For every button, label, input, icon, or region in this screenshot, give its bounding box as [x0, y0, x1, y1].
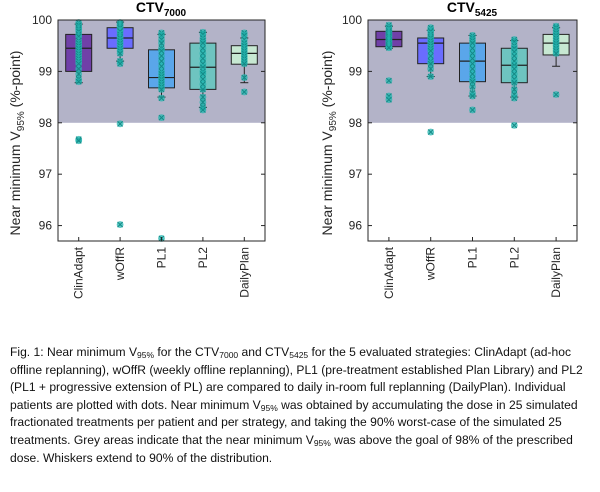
- data-point: [510, 85, 518, 93]
- y-tick-label: 96: [349, 219, 363, 233]
- data-point: [427, 128, 435, 136]
- data-point: [510, 79, 518, 87]
- y-tick-label: 100: [32, 13, 52, 27]
- figure: CTV7000 96 97 98 99 100 ClinAdapt wOffR PL1 PL2 D…: [7, 0, 578, 299]
- data-point: [427, 47, 435, 55]
- data-point: [158, 62, 165, 70]
- x-tick-label: PL2: [507, 247, 521, 269]
- data-point: [116, 120, 124, 128]
- data-point: [158, 114, 165, 122]
- data-point: [158, 94, 165, 102]
- data-point: [552, 50, 560, 57]
- x-tick-label: PL1: [155, 247, 169, 269]
- data-point: [469, 83, 476, 91]
- y-tick-label: 97: [39, 167, 53, 181]
- data-point: [75, 65, 83, 73]
- data-point: [116, 50, 124, 57]
- data-point: [199, 75, 207, 83]
- data-point: [469, 55, 476, 62]
- data-point: [510, 94, 518, 102]
- data-point: [199, 70, 207, 78]
- data-point: [199, 44, 207, 52]
- x-tick-label: ClinAdapt: [72, 246, 86, 299]
- y-axis-label: Near minimum V95% (%-point): [7, 51, 27, 236]
- data-point: [158, 57, 165, 65]
- data-point: [510, 65, 518, 73]
- data-point: [469, 78, 476, 86]
- y-tick-label: 100: [342, 13, 362, 27]
- data-point: [427, 52, 435, 60]
- data-point: [75, 137, 83, 145]
- data-point: [158, 85, 165, 93]
- figure-caption: Fig. 1: Near minimum V95% for the CTV700…: [10, 345, 583, 465]
- data-point: [199, 55, 207, 62]
- x-tick-label: wOffR: [113, 247, 127, 281]
- data-point: [240, 60, 248, 68]
- x-tick-label: PL1: [466, 247, 480, 269]
- data-point: [552, 91, 560, 98]
- y-axis-label: Near minimum V95% (%-point): [319, 51, 339, 236]
- data-point: [75, 78, 83, 86]
- data-point: [469, 60, 476, 68]
- data-point: [510, 52, 518, 60]
- data-point: [240, 88, 248, 96]
- data-point: [385, 77, 393, 85]
- chart-panel-ctv5425: CTV5425 96 97 98 99 100 ClinAdapt wOffR PL1 PL2 D…: [342, 0, 578, 299]
- y-tick-label: 96: [39, 219, 53, 233]
- data-point: [75, 70, 83, 78]
- data-point: [158, 39, 165, 47]
- data-point: [427, 73, 435, 80]
- data-point: [199, 80, 207, 88]
- data-point: [469, 50, 476, 57]
- data-point: [469, 65, 476, 73]
- data-point: [116, 221, 124, 228]
- data-point: [240, 74, 248, 81]
- data-point: [199, 98, 207, 106]
- x-tick-label: PL2: [196, 247, 210, 269]
- y-tick-label: 99: [39, 64, 53, 78]
- data-point: [469, 44, 476, 52]
- data-point: [158, 47, 165, 55]
- data-point: [510, 121, 518, 129]
- data-point: [385, 96, 393, 104]
- data-point: [427, 65, 435, 73]
- data-point: [469, 92, 476, 100]
- data-point: [199, 93, 207, 101]
- data-point: [469, 70, 476, 78]
- data-point: [469, 39, 476, 47]
- x-tick-label: ClinAdapt: [382, 246, 396, 299]
- x-tick-label: wOffR: [424, 247, 438, 281]
- data-point: [116, 60, 124, 68]
- y-tick-label: 98: [39, 116, 53, 130]
- data-point: [158, 52, 165, 60]
- y-tick-label: 97: [349, 167, 363, 181]
- data-point: [75, 60, 83, 68]
- y-tick-label: 99: [349, 64, 363, 78]
- data-point: [199, 39, 207, 47]
- chart-panel-ctv7000: CTV7000 96 97 98 99 100 ClinAdapt wOffR PL1 PL2 D…: [32, 0, 266, 299]
- data-point: [199, 85, 207, 93]
- data-point: [199, 106, 207, 114]
- x-tick-label: DailyPlan: [237, 247, 251, 298]
- x-tick-label: DailyPlan: [549, 247, 563, 298]
- chart-title: CTV5425: [447, 0, 498, 19]
- data-point: [427, 60, 435, 68]
- data-point: [510, 70, 518, 78]
- data-point: [385, 44, 393, 52]
- data-point: [469, 106, 476, 114]
- chart-title: CTV7000: [136, 0, 187, 19]
- data-point: [199, 50, 207, 57]
- y-tick-label: 98: [349, 116, 363, 130]
